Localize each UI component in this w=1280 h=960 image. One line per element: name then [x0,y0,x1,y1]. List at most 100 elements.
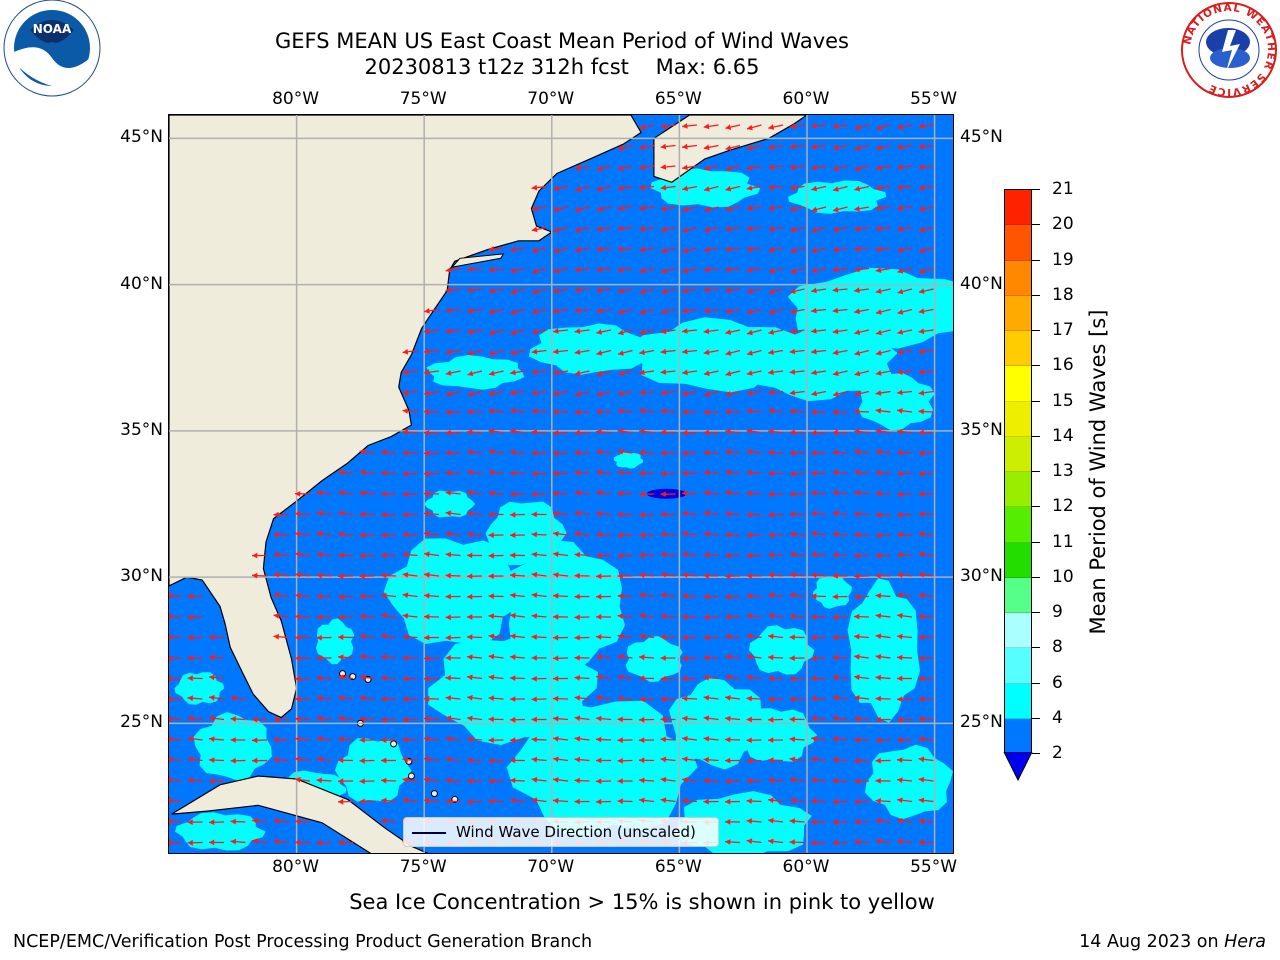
arrow-head [553,614,559,620]
arrow-head [660,205,667,212]
arrow-head [725,757,731,764]
arrow-head [187,634,193,641]
arrow-head [811,551,817,558]
arrow-head [639,757,645,764]
arrow-head [467,654,473,660]
arrow-head [854,778,860,785]
arrow-head [789,429,795,436]
arrow-head [682,777,688,783]
arrow-head [789,389,796,396]
colorbar-tick-label: 14 [1052,425,1074,446]
arrow-head [553,736,559,742]
arrow-head [445,634,451,641]
arrow-head [811,530,817,537]
arrow-head [574,469,580,476]
arrow-head [639,696,645,702]
arrow-head [768,716,774,723]
colorbar-tick-mark [1032,259,1040,261]
arrow-head [660,408,666,415]
arrow-head [789,164,796,170]
arrow-head [359,757,365,764]
arrow-head [833,186,839,192]
arrow-head [725,695,731,701]
arrow-head [531,328,538,335]
arrow-head [553,470,559,477]
arrow-head [918,634,924,641]
arrow-head [725,674,731,681]
arrow-head [295,572,301,578]
arrow-head [617,428,624,435]
arrow-head [703,287,710,293]
arrow-head [617,511,623,518]
arrow-head [897,205,903,211]
arrow-head [553,675,559,682]
arrow-head [295,634,301,641]
arrow-head [704,206,710,213]
arrow-head [596,634,602,640]
arrow-head [768,612,774,619]
arrow-head [381,592,387,599]
arrow-head [510,633,516,640]
arrow-head [682,614,688,620]
arrow-head [897,389,903,396]
arrow-head [574,715,581,722]
arrow-head [682,409,688,415]
arrow-head [338,694,344,701]
arrow-head [918,123,925,129]
arrow-head [897,428,903,435]
arrow-head [789,123,796,130]
arrow-head [596,429,602,435]
arrow-head [639,532,645,538]
arrow-head [617,246,624,252]
arrow-head [660,328,667,335]
arrow-head [510,777,516,784]
arrow-head [338,510,344,517]
arrow-head [209,694,215,701]
arrow-head [574,675,580,681]
arrow-head [510,428,516,435]
arrow-head [660,776,667,783]
arrow-head [811,490,817,497]
arrow-head [467,531,473,538]
arrow-head [295,592,301,599]
colorbar-tick-label: 19 [1052,249,1074,270]
arrow-head [854,205,860,212]
colorbar-tick-mark [1032,330,1040,331]
arrow-head [424,716,430,722]
arrow-head [617,778,623,784]
arrow-head [811,328,817,334]
footer-date-text: 14 Aug 2023 on [1079,932,1225,952]
arrow-head [445,409,451,416]
arrow-head [897,226,903,232]
arrow-head [897,329,904,335]
arrow-head [789,369,796,375]
arrow-head [445,470,451,476]
arrow-head [725,819,731,825]
arrow-head [682,227,689,233]
arrow-head [832,634,838,641]
arrow-head [897,716,903,723]
arrow-head [897,612,903,619]
arrow-head [854,308,860,315]
arrow-head [832,449,838,456]
arrow-head [596,186,603,192]
arrow-head [639,144,645,150]
arrow-head [660,288,667,295]
arrow-head [402,675,408,682]
arrow-head [854,350,861,356]
arrow-head [467,329,473,335]
arrow-head [338,552,344,559]
arrow-head [187,715,194,722]
arrow-head [811,287,817,294]
arrow-head [295,839,301,846]
period-contour-patch [735,708,818,762]
colorbar-tick-mark [1032,753,1040,754]
arrow-head [875,185,882,191]
arrow-head [832,819,838,826]
arrow-head [531,776,538,783]
arrow-head [639,592,645,599]
arrow-head [768,184,774,191]
arrow-head [617,288,624,294]
arrow-head [854,448,860,455]
